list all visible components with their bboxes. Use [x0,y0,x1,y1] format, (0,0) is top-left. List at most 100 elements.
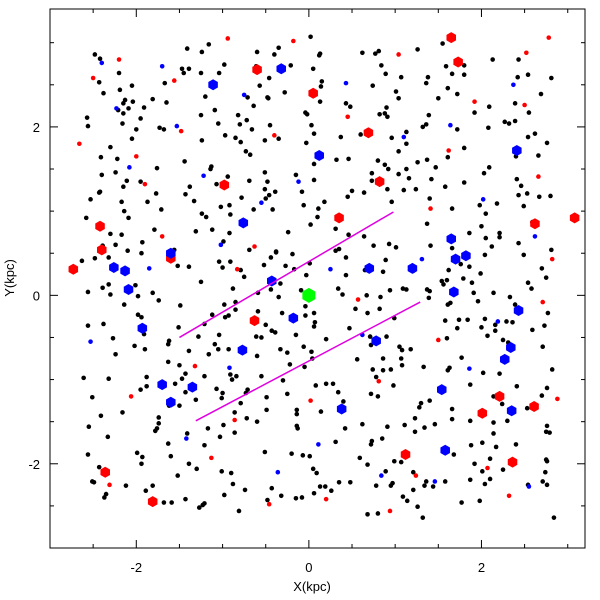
data-point [317,484,323,489]
data-point [507,456,518,468]
data-point [406,175,412,181]
data-point [126,106,131,111]
data-point [239,195,244,200]
data-point [88,339,93,344]
data-point [198,70,204,76]
data-point [479,325,484,330]
data-point [487,476,493,482]
data-point [309,122,314,128]
data-point [355,297,361,302]
data-point [543,429,549,435]
data-point [371,243,376,248]
data-point [214,386,219,392]
data-point [512,144,522,156]
data-point [313,383,319,388]
data-point [467,264,472,270]
data-point [404,141,409,147]
data-point [268,255,274,260]
data-point [314,150,324,162]
data-point [121,184,126,190]
data-point [97,56,103,61]
data-point [499,353,510,365]
data-point [126,215,131,221]
data-point [90,75,96,81]
data-point [99,60,105,66]
data-point [220,390,225,396]
data-point [540,479,546,484]
data-point [238,139,244,145]
data-point [428,243,433,248]
data-point [477,407,488,419]
data-point [492,328,498,334]
data-point [249,127,255,132]
data-point [183,191,188,197]
data-point [230,481,236,487]
data-point [303,272,309,278]
data-point [316,53,322,58]
data-point [545,310,551,316]
data-point [278,346,283,352]
data-point [183,496,188,502]
data-point [413,186,419,192]
data-point [178,128,184,134]
data-point [237,344,248,356]
data-point [379,436,385,441]
data-point [400,449,411,461]
data-point [442,318,448,323]
data-point [253,334,259,339]
data-point [446,148,451,153]
data-point [491,290,496,296]
data-point [293,496,299,501]
data-point [454,325,460,331]
data-point [544,385,550,391]
data-point [295,426,300,431]
data-point [408,346,413,352]
data-point [343,272,349,278]
data-point [199,138,205,143]
data-point [421,364,426,370]
data-point [369,170,375,176]
data-point [109,262,119,274]
data-point [379,63,384,68]
data-point [543,469,548,475]
data-point [117,87,123,93]
data-point [83,215,89,221]
data-point [423,479,429,484]
data-point [95,220,105,232]
data-point [263,196,269,201]
data-point [412,416,418,421]
data-point [492,322,498,328]
data-point [119,199,124,205]
data-point [127,165,132,170]
data-point [96,79,102,85]
data-point [294,407,300,413]
data-point [400,494,406,499]
data-point [262,138,268,143]
data-point [373,374,379,380]
data-point [145,199,150,205]
data-point [532,234,538,239]
data-point [347,480,353,485]
data-point [311,161,317,167]
data-point [513,442,519,447]
data-point [154,165,160,171]
data-point [302,364,307,370]
data-point [364,293,369,298]
data-point [318,84,324,89]
data-point [370,83,376,88]
data-point [186,66,192,72]
data-point [186,461,192,467]
data-point [459,500,464,505]
data-point [555,396,560,402]
data-point [177,362,182,368]
data-point [307,453,313,459]
data-point [215,346,221,352]
data-point [235,112,241,118]
data-point [525,134,531,140]
data-point [521,252,527,258]
data-point [164,100,169,105]
data-point [317,99,323,104]
data-point [493,444,499,450]
data-point [120,121,125,126]
